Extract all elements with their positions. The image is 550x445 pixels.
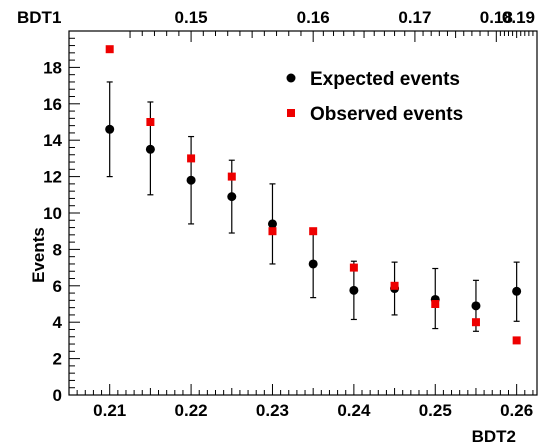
top-tick-label: 0.17	[398, 8, 431, 27]
plot-axes	[68, 30, 538, 396]
top-tick-label: 0.16	[297, 8, 330, 27]
x-tick-label: 0.21	[93, 401, 126, 420]
y-tick-label: 18	[43, 58, 62, 77]
data-marks	[105, 45, 522, 345]
observed-point	[146, 118, 155, 126]
y-axis-title: Events	[29, 227, 48, 283]
observed-point	[227, 172, 236, 181]
expected-point	[471, 301, 481, 311]
top-axis-title: BDT1	[17, 8, 61, 27]
observed-point	[105, 45, 114, 54]
legend-marker-observed	[287, 109, 295, 117]
expected-point	[227, 192, 237, 202]
plot-frame	[68, 30, 538, 396]
y-tick-label: 16	[43, 95, 62, 114]
x-axis-title: BDT2	[472, 427, 516, 445]
axis-ticks	[68, 30, 538, 396]
top-tick-label: 0.15	[175, 8, 208, 27]
expected-point	[105, 124, 115, 134]
expected-point	[145, 144, 155, 154]
legend-label-observed: Observed events	[310, 104, 463, 125]
observed-point	[431, 300, 440, 308]
x-tick-label: 0.25	[419, 401, 452, 420]
x-tick-label: 0.23	[256, 401, 289, 420]
y-tick-label: 10	[43, 204, 62, 223]
observed-point	[512, 336, 521, 345]
observed-point	[187, 154, 196, 163]
y-tick-label: 2	[53, 350, 62, 369]
expected-point	[267, 219, 277, 229]
x-tick-label: 0.26	[500, 401, 533, 420]
top-tick-label: 0.19	[502, 8, 535, 27]
observed-point	[349, 263, 358, 272]
legend-marker-expected	[286, 73, 296, 83]
tick-labels: 0.21 0.22 0.23 0.24 0.25 0.26 0 2 4 6 8 10 12 14 16 18 0…	[43, 8, 535, 420]
y-tick-label: 8	[53, 240, 62, 259]
y-tick-label: 12	[43, 168, 62, 187]
legend: Expected events Observed events	[286, 69, 463, 125]
expected-point	[186, 175, 196, 185]
y-tick-label: 14	[43, 131, 62, 150]
expected-point	[512, 286, 522, 296]
legend-label-expected: Expected events	[310, 69, 460, 90]
y-tick-label: 4	[53, 313, 63, 332]
observed-point	[390, 281, 399, 290]
observed-point	[309, 227, 318, 236]
x-tick-label: 0.22	[175, 401, 208, 420]
top-tick-label: 0.18	[480, 8, 513, 27]
expected-point	[308, 259, 318, 269]
y-tick-label: 6	[53, 277, 62, 296]
x-tick-label: 0.24	[337, 401, 371, 420]
observed-point	[471, 318, 480, 327]
observed-point	[268, 227, 277, 236]
y-tick-label: 0	[53, 386, 62, 405]
expected-point	[349, 285, 359, 295]
